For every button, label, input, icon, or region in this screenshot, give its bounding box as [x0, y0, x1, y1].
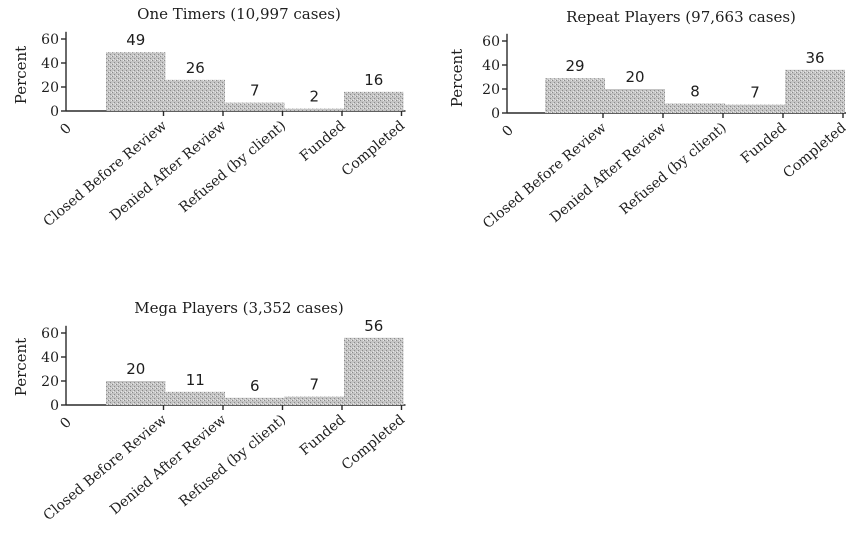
- bar: [785, 69, 845, 113]
- chart-title: One Timers (10,997 cases): [137, 5, 341, 23]
- y-axis-label: Percent: [448, 49, 466, 107]
- chart-title: Repeat Players (97,663 cases): [566, 8, 796, 26]
- bar: [165, 391, 225, 405]
- category-label: Refused (by client): [617, 120, 730, 218]
- bar: [665, 103, 725, 113]
- data-label: 7: [750, 84, 760, 102]
- bar: [225, 397, 285, 405]
- y-tick-label: 40: [41, 56, 59, 72]
- y-tick-label: 60: [482, 34, 500, 50]
- data-label: 6: [250, 377, 260, 395]
- bar-series: [106, 337, 404, 405]
- x-origin-label: 0: [57, 121, 75, 139]
- bar: [344, 337, 404, 405]
- data-label: 20: [126, 360, 145, 378]
- category-label: Closed Before Review: [41, 118, 170, 230]
- y-tick-label: 20: [41, 80, 59, 96]
- panel-one-timers: One Timers (10,997 cases) Percent 020406…: [12, 5, 408, 230]
- x-origin-label: 0: [499, 123, 517, 141]
- data-label: 49: [126, 31, 145, 49]
- y-tick-label: 60: [41, 32, 59, 48]
- category-label: Denied After Review: [547, 120, 669, 226]
- panel-repeat-players: Repeat Players (97,663 cases) Percent 0 2…: [448, 8, 846, 232]
- category-label: Closed Before Review: [41, 412, 170, 524]
- data-label: 20: [625, 68, 644, 86]
- bar: [545, 78, 605, 113]
- data-labels: 20 11 6 7 56: [126, 317, 383, 395]
- data-label: 11: [186, 371, 205, 389]
- bar: [284, 396, 344, 405]
- y-tick-label: 20: [41, 374, 59, 390]
- data-label: 56: [364, 317, 383, 335]
- y-tick-label: 20: [482, 82, 500, 98]
- bar-series: [106, 52, 404, 111]
- category-label: Denied After Review: [107, 118, 229, 224]
- y-tick-label: 40: [482, 58, 500, 74]
- bar-series: [545, 69, 845, 113]
- y-tick-label: 60: [41, 326, 59, 342]
- data-label: 16: [364, 71, 383, 89]
- category-label: Funded: [738, 120, 790, 167]
- category-label: Refused (by client): [176, 118, 289, 216]
- bar: [106, 381, 166, 405]
- bar: [106, 52, 166, 111]
- category-label: Completed: [339, 118, 408, 180]
- y-tick-label: 40: [41, 350, 59, 366]
- bar: [725, 104, 785, 113]
- x-origin-label: 0: [57, 415, 75, 433]
- bar: [344, 91, 404, 111]
- y-tick-label: 0: [491, 106, 500, 122]
- chart-title: Mega Players (3,352 cases): [134, 299, 343, 317]
- bar: [225, 102, 285, 111]
- data-label: 29: [565, 57, 584, 75]
- data-label: 7: [309, 376, 319, 394]
- y-tick-label: 0: [50, 398, 59, 414]
- bar: [605, 89, 665, 113]
- category-label: Funded: [297, 412, 349, 459]
- y-axis-label: Percent: [12, 338, 30, 396]
- data-labels: 49 26 7 2 16: [126, 31, 383, 105]
- y-axis-label: Percent: [12, 46, 30, 104]
- panel-mega-players: Mega Players (3,352 cases) Percent 0 20 40…: [12, 299, 408, 524]
- data-label: 36: [805, 49, 824, 67]
- bar: [284, 108, 344, 111]
- data-label: 7: [250, 82, 260, 100]
- category-label: Closed Before Review: [480, 120, 609, 232]
- category-label: Denied After Review: [107, 412, 229, 518]
- category-label: Completed: [339, 412, 408, 474]
- data-label: 2: [309, 88, 319, 106]
- category-label: Refused (by client): [176, 412, 289, 510]
- category-label: Completed: [780, 120, 846, 182]
- category-label: Funded: [297, 118, 349, 165]
- data-label: 8: [690, 82, 700, 100]
- bar: [165, 79, 225, 111]
- y-tick-label: 0: [50, 104, 59, 120]
- data-label: 26: [186, 59, 205, 77]
- data-labels: 29 20 8 7 36: [565, 49, 824, 102]
